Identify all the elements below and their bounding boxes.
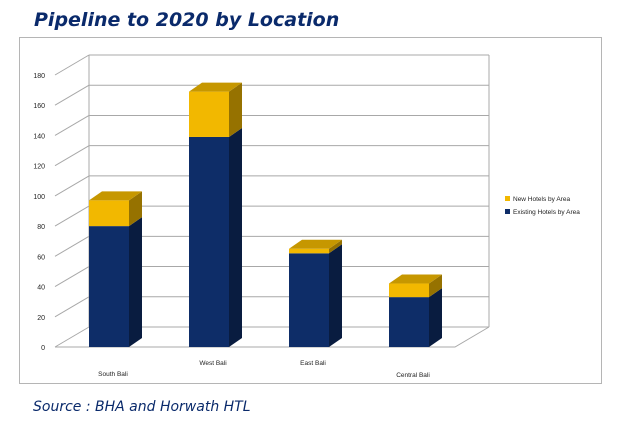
y-tick-label: 120 bbox=[33, 164, 45, 171]
gridline-side bbox=[54, 115, 90, 136]
bar-segment-side bbox=[229, 82, 242, 137]
y-tick-label: 100 bbox=[33, 194, 45, 201]
bar-segment bbox=[289, 253, 329, 347]
bar-segment bbox=[289, 248, 329, 254]
bar-segment-side bbox=[429, 274, 442, 298]
bar-segment-side bbox=[429, 288, 442, 347]
gridline-side bbox=[54, 296, 90, 318]
bar-segment-side bbox=[129, 217, 142, 347]
floor-edge bbox=[55, 326, 490, 348]
bar-segment-top bbox=[389, 274, 442, 284]
y-tick-label: 20 bbox=[37, 315, 45, 322]
gridline-side bbox=[54, 205, 90, 227]
legend-swatch bbox=[505, 209, 510, 214]
bar-segment-side bbox=[329, 239, 342, 254]
bar-segment bbox=[89, 200, 129, 227]
y-tick-label: 80 bbox=[37, 224, 45, 231]
bar-segment bbox=[89, 226, 129, 347]
y-tick-label: 180 bbox=[33, 73, 45, 80]
bar-segment-top bbox=[289, 239, 342, 249]
x-axis-labels: South Bali West Bali East Bali Central Bali bbox=[98, 360, 430, 379]
legend-label: New Hotels by Area bbox=[513, 196, 570, 203]
bar-segment bbox=[389, 283, 429, 298]
bar-segment-side bbox=[229, 127, 242, 347]
legend-swatch bbox=[505, 196, 510, 201]
x-tick-label: West Bali bbox=[199, 360, 226, 367]
bar-segment-side bbox=[329, 244, 342, 347]
gridline-side bbox=[54, 326, 90, 348]
gridline-side bbox=[54, 84, 90, 106]
y-axis: 0 20 40 60 80 100 120 140 160 180 bbox=[33, 73, 45, 352]
bars bbox=[89, 82, 442, 347]
y-tick-label: 40 bbox=[37, 285, 45, 292]
x-tick-label: Central Bali bbox=[396, 372, 430, 379]
gridline-side bbox=[54, 175, 90, 197]
gridline-side bbox=[54, 235, 90, 257]
x-tick-label: South Bali bbox=[98, 371, 128, 378]
y-tick-label: 160 bbox=[33, 103, 45, 110]
x-tick-label: East Bali bbox=[300, 360, 326, 367]
y-tick-label: 60 bbox=[37, 254, 45, 261]
bar-segment-top bbox=[189, 82, 242, 92]
source-note: Source : BHA and Horwath HTL bbox=[33, 399, 251, 415]
gridline-side bbox=[54, 266, 90, 287]
bar-segment-top bbox=[89, 191, 142, 201]
gridline-side bbox=[54, 145, 90, 167]
legend-label: Existing Hotels by Area bbox=[513, 209, 580, 216]
bar-segment-side bbox=[129, 191, 142, 227]
y-tick-label: 140 bbox=[33, 133, 45, 140]
gridline-side bbox=[54, 54, 90, 76]
legend: New Hotels by Area Existing Hotels by Are… bbox=[505, 196, 580, 216]
chart-title: Pipeline to 2020 by Location bbox=[34, 9, 340, 31]
bar-segment bbox=[389, 297, 429, 347]
bar-segment bbox=[189, 91, 229, 137]
bar-segment bbox=[189, 136, 229, 347]
y-tick-label: 0 bbox=[41, 345, 45, 352]
